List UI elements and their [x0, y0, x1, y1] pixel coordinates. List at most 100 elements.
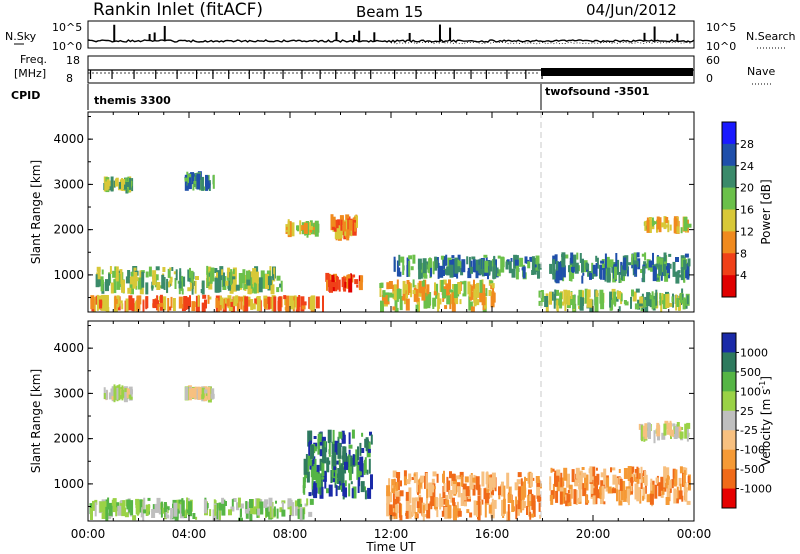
echo-cell — [257, 508, 261, 516]
echo-cell — [135, 501, 140, 515]
echo-cell — [681, 258, 685, 268]
echo-cell — [218, 502, 222, 511]
colorbar-swatch — [722, 449, 736, 470]
echo-cell — [302, 301, 307, 306]
echo-cell — [449, 260, 454, 269]
echo-cell — [111, 396, 114, 401]
echo-cell — [630, 477, 634, 483]
echo-cell — [661, 293, 664, 303]
echo-cell — [532, 477, 535, 481]
echo-cell — [276, 287, 280, 293]
echo-cell — [624, 255, 629, 271]
echo-cell — [140, 501, 143, 518]
echo-cell — [586, 296, 590, 308]
echo-cell — [122, 507, 127, 513]
date-title: 04/Jun/2012 — [586, 1, 677, 19]
echo-cell — [357, 446, 359, 461]
echo-cell — [549, 476, 552, 485]
echo-cell — [203, 499, 207, 513]
echo-cell — [652, 252, 654, 265]
echo-cell — [650, 478, 653, 491]
echo-cell — [469, 291, 474, 300]
echo-cell — [665, 294, 670, 308]
echo-cell — [232, 267, 237, 280]
power-echo-cells — [90, 171, 692, 312]
echo-cell — [356, 284, 359, 288]
echo-cell — [686, 422, 691, 429]
echo-cell — [214, 277, 218, 293]
echo-cell — [275, 500, 277, 504]
echo-cell — [408, 255, 413, 260]
echo-cell — [663, 216, 667, 230]
echo-cell — [638, 303, 643, 307]
power-panel: 1000 2000 3000 4000 Slant Range [km] 4 8 12 16… — [29, 111, 773, 313]
echo-cell — [599, 486, 602, 493]
echo-cell — [490, 502, 495, 519]
echo-cell — [529, 494, 532, 501]
echo-cell — [98, 276, 102, 287]
echo-cell — [123, 386, 128, 403]
nsky-spike — [353, 34, 356, 41]
echo-cell — [101, 294, 106, 311]
echo-cell — [252, 278, 255, 287]
echo-cell — [379, 287, 382, 297]
echo-cell — [359, 456, 364, 471]
echo-cell — [680, 292, 682, 303]
echo-cell — [596, 473, 600, 485]
echo-cell — [171, 267, 174, 271]
echo-cell — [395, 489, 397, 498]
echo-cell — [626, 266, 629, 277]
echo-cell — [111, 499, 115, 506]
echo-cell — [259, 501, 264, 515]
echo-cell — [529, 511, 532, 520]
echo-cell — [564, 254, 569, 259]
echo-cell — [663, 252, 667, 262]
echo-cell — [386, 491, 391, 506]
echo-cell — [130, 280, 134, 295]
echo-cell — [156, 497, 161, 513]
echo-cell — [686, 295, 689, 305]
echo-cell — [303, 222, 308, 234]
echo-cell — [450, 478, 453, 486]
nsky-spike — [408, 32, 411, 41]
echo-cell — [108, 180, 112, 191]
echo-cell — [673, 478, 677, 487]
echo-cell — [124, 512, 129, 518]
echo-cell — [550, 468, 555, 472]
echo-cell — [522, 266, 526, 279]
echo-cell — [308, 229, 313, 233]
echo-cell — [437, 292, 440, 302]
echo-cell — [353, 216, 356, 220]
echo-cell — [441, 510, 446, 517]
echo-cell — [420, 475, 425, 483]
echo-cell — [348, 466, 352, 481]
echo-cell — [492, 259, 495, 264]
echo-cell — [160, 501, 163, 518]
nave-tick-bottom: 0 — [706, 72, 713, 85]
echo-cell — [114, 386, 117, 401]
echo-cell — [664, 269, 669, 282]
echo-cell — [121, 279, 125, 293]
echo-cell — [663, 423, 667, 436]
echo-cell — [453, 513, 456, 519]
echo-cell — [309, 498, 314, 505]
echo-cell — [281, 509, 286, 517]
echo-cell — [412, 290, 416, 294]
colorbar-swatch — [722, 122, 736, 145]
echo-cell — [620, 293, 623, 302]
echo-cell — [125, 298, 129, 312]
echo-cell — [154, 503, 158, 513]
echo-cell — [402, 289, 406, 301]
echo-cell — [573, 489, 577, 505]
echo-cell — [214, 504, 217, 516]
echo-cell — [550, 467, 553, 473]
echo-cell — [442, 279, 447, 285]
echo-cell — [352, 454, 355, 466]
echo-cell — [281, 501, 284, 514]
echo-cell — [642, 266, 646, 283]
echo-cell — [666, 484, 670, 499]
echo-cell — [432, 471, 437, 477]
echo-cell — [283, 295, 287, 300]
y-tick-label: 1000 — [53, 477, 84, 491]
